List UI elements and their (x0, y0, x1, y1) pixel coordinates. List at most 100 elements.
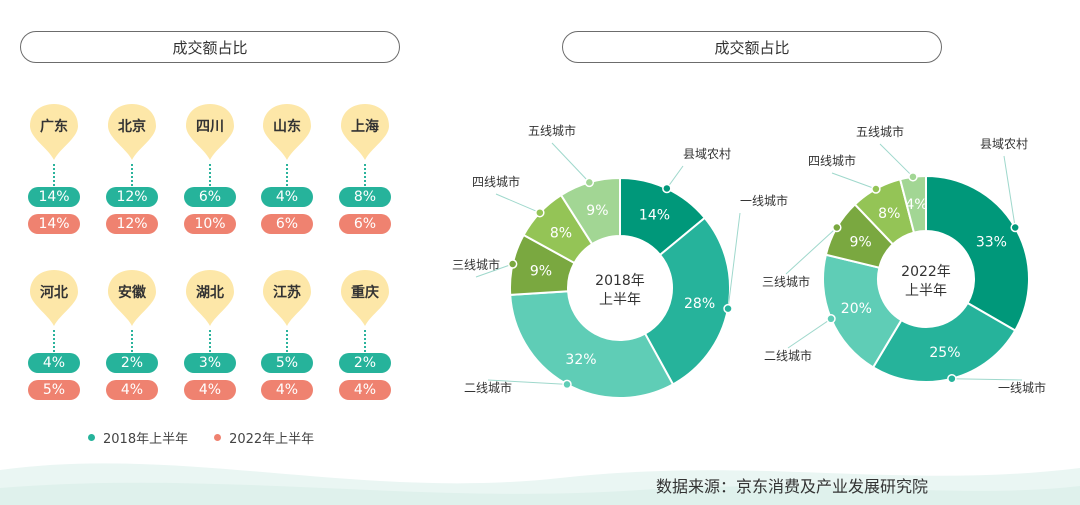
legend-label-2018: 2018年上半年 (103, 432, 189, 447)
location-pin-icon: 湖北 (184, 268, 236, 328)
city-name: 四川 (196, 119, 224, 135)
slice-category-label: 县域农村 (980, 137, 1028, 151)
slice-value-label: 14% (639, 208, 670, 224)
connector-dots (131, 164, 133, 186)
connector-dots (131, 330, 133, 352)
donut-center-label: 2018年 (595, 273, 645, 289)
leader-line (551, 142, 590, 183)
legend-dot-2022 (214, 434, 222, 441)
location-pin-icon: 山东 (261, 102, 313, 162)
leader-dot (584, 177, 595, 188)
value-2018-badge: 3% (184, 353, 236, 373)
slice-value-label: 32% (565, 352, 596, 368)
connector-dots (53, 330, 55, 352)
value-2022-badge: 4% (261, 380, 313, 400)
value-2022-badge: 6% (339, 214, 391, 234)
connector-dots (209, 164, 211, 186)
value-2018-badge: 6% (184, 187, 236, 207)
leader-dot (826, 314, 836, 324)
slice-value-label: 9% (850, 234, 872, 250)
leader-dot (1010, 222, 1020, 233)
value-2018-badge: 2% (339, 353, 391, 373)
data-source: 数据来源：京东消费及产业发展研究院 (656, 477, 929, 496)
slice-value-label: 28% (684, 296, 715, 312)
value-2018-badge: 4% (28, 353, 80, 373)
value-2022-badge: 12% (106, 214, 158, 234)
donut-center-label: 2022年 (901, 264, 951, 280)
slice-value-label: 20% (841, 301, 872, 317)
value-2018-badge: 2% (106, 353, 158, 373)
city-name: 安徽 (118, 285, 146, 301)
value-2022-badge: 6% (261, 214, 313, 234)
slice-category-label: 五线城市 (528, 123, 576, 138)
location-pin-icon: 上海 (339, 102, 391, 162)
slice-category-label: 一线城市 (740, 193, 788, 208)
leader-dot (562, 379, 572, 390)
value-2018-badge: 12% (106, 187, 158, 207)
leader-line (487, 379, 568, 385)
city-name: 江苏 (273, 285, 301, 301)
slice-value-label: 9% (530, 263, 552, 279)
leader-dot (832, 222, 842, 233)
leader-line (831, 172, 877, 190)
donut-slice (871, 301, 1017, 383)
value-2022-badge: 14% (28, 214, 80, 234)
slice-value-label: 8% (878, 206, 900, 222)
slice-category-label: 三线城市 (452, 257, 500, 272)
leader-dot (871, 184, 881, 194)
location-pin-icon: 广东 (28, 102, 80, 162)
legend-dot-2018 (88, 434, 95, 441)
value-2022-badge: 4% (184, 380, 236, 400)
slice-category-label: 三线城市 (762, 274, 810, 289)
leader-dot (662, 183, 672, 194)
donut-slice (559, 176, 621, 246)
legend-item-2018: 2018年上半年 (88, 428, 188, 447)
leader-line (495, 193, 541, 214)
location-pin-icon: 安徽 (106, 268, 158, 328)
connector-dots (286, 330, 288, 352)
connector-dots (364, 164, 366, 186)
leader-dot (908, 172, 918, 182)
connector-dots (53, 164, 55, 186)
location-pin-icon: 重庆 (339, 268, 391, 328)
value-2018-badge: 5% (261, 353, 313, 373)
slice-category-label: 四线城市 (472, 174, 520, 189)
location-pin-icon: 北京 (106, 102, 158, 162)
donut-slice (925, 174, 1030, 332)
connector-dots (364, 330, 366, 352)
legend-label-2022: 2022年上半年 (229, 432, 315, 447)
leader-dot (947, 373, 957, 384)
location-pin-icon: 河北 (28, 268, 80, 328)
leader-dot (535, 207, 545, 218)
leader-line (879, 143, 914, 178)
value-2018-badge: 8% (339, 187, 391, 207)
leader-line (951, 378, 1023, 381)
donut-slice (643, 216, 731, 386)
slice-category-label: 五线城市 (856, 124, 904, 139)
donut-center-label: 上半年 (599, 292, 641, 308)
leader-dot (507, 259, 518, 269)
leader-line (1003, 155, 1016, 228)
slice-value-label: 33% (976, 234, 1007, 250)
city-name: 重庆 (351, 285, 379, 301)
leader-line (785, 227, 838, 275)
location-pin-icon: 四川 (184, 102, 236, 162)
donut-slice (822, 253, 903, 369)
value-2022-badge: 5% (28, 380, 80, 400)
leader-line (787, 318, 832, 349)
slice-category-label: 二线城市 (764, 348, 812, 363)
value-2022-badge: 4% (339, 380, 391, 400)
value-2018-badge: 14% (28, 187, 80, 207)
donut-center-label: 上半年 (905, 283, 947, 299)
city-name: 河北 (40, 285, 68, 301)
city-name: 广东 (40, 119, 68, 135)
slice-value-label: 25% (929, 345, 960, 361)
leader-line (727, 212, 741, 309)
slice-category-label: 县域农村 (683, 147, 731, 161)
value-2022-badge: 10% (184, 214, 236, 234)
city-name: 北京 (118, 119, 146, 135)
slice-category-label: 二线城市 (464, 380, 512, 395)
slice-value-label: 8% (550, 226, 572, 242)
left-chart-title: 成交额占比 (20, 31, 400, 63)
